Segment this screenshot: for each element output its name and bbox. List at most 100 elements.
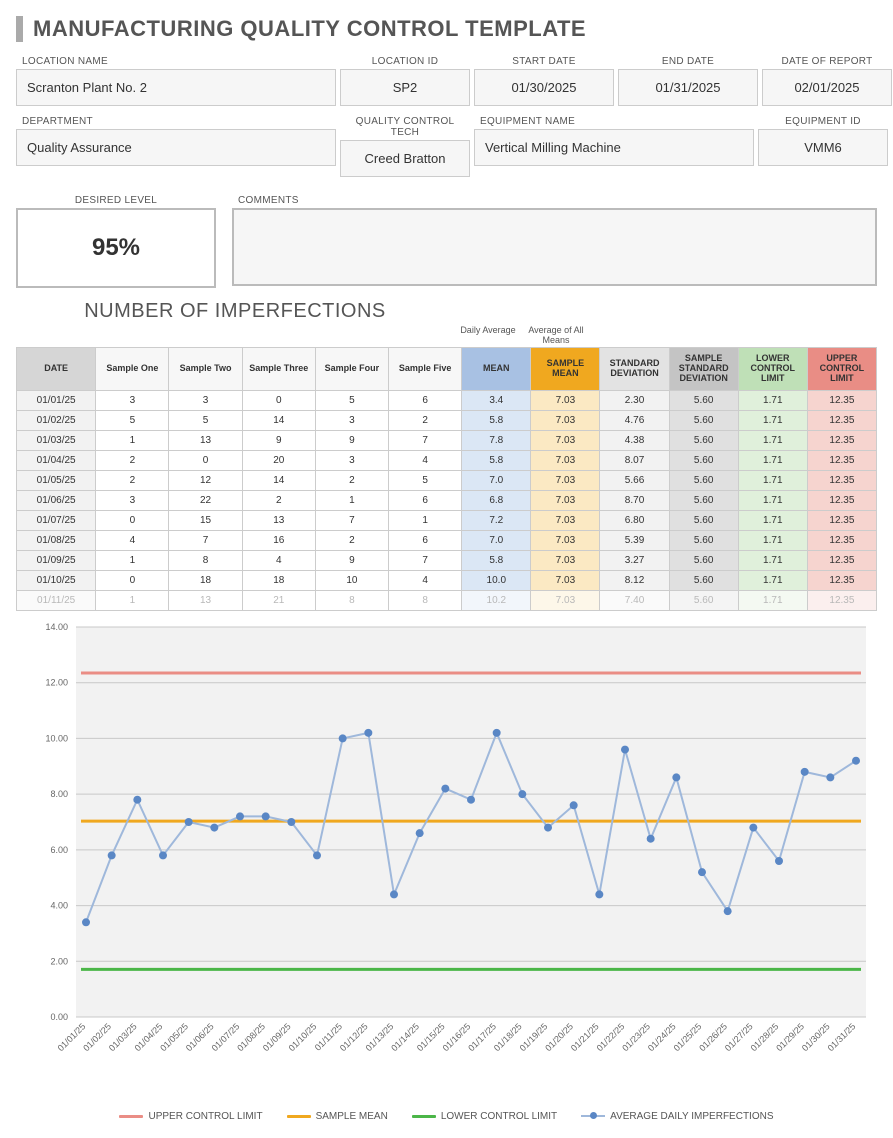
- table-row: 01/01/25330563.47.032.305.601.7112.35: [17, 390, 877, 410]
- col-header: SAMPLE STANDARD DEVIATION: [669, 348, 738, 391]
- cell: 12.35: [807, 450, 876, 470]
- cell: 5.60: [669, 550, 738, 570]
- svg-text:0.00: 0.00: [50, 1012, 68, 1022]
- col-header: LOWER CONTROL LIMIT: [738, 348, 807, 391]
- cell: 7: [315, 510, 388, 530]
- col-header: MEAN: [462, 348, 531, 391]
- field: EQUIPMENT IDVMM6: [758, 112, 888, 177]
- legend-swatch: [412, 1115, 436, 1118]
- cell: 01/08/25: [17, 530, 96, 550]
- chart-legend: UPPER CONTROL LIMITSAMPLE MEANLOWER CONT…: [16, 1111, 877, 1122]
- cell: 1: [389, 510, 462, 530]
- desired-level-value: 95%: [16, 208, 216, 288]
- legend-swatch: [581, 1115, 605, 1117]
- cell: 5.60: [669, 490, 738, 510]
- legend-item: LOWER CONTROL LIMIT: [412, 1111, 557, 1122]
- cell: 10.2: [462, 590, 531, 610]
- fields-row-2: DEPARTMENTQuality AssuranceQUALITY CONTR…: [16, 112, 877, 177]
- cell: 9: [315, 550, 388, 570]
- field-label: DEPARTMENT: [16, 112, 336, 129]
- field-value[interactable]: SP2: [340, 69, 470, 106]
- table-row: 01/07/2501513717.27.036.805.601.7112.35: [17, 510, 877, 530]
- comments-box[interactable]: [232, 208, 877, 286]
- cell: 01/10/25: [17, 570, 96, 590]
- field-label: EQUIPMENT ID: [758, 112, 888, 129]
- cell: 9: [315, 430, 388, 450]
- cell: 7.03: [531, 430, 600, 450]
- legend-label: AVERAGE DAILY IMPERFECTIONS: [610, 1111, 773, 1122]
- cell: 3: [315, 450, 388, 470]
- legend-label: UPPER CONTROL LIMIT: [148, 1111, 262, 1122]
- table-row: 01/04/252020345.87.038.075.601.7112.35: [17, 450, 877, 470]
- cell: 5: [389, 470, 462, 490]
- field-value[interactable]: Creed Bratton: [340, 140, 470, 177]
- col-header: Sample Five: [389, 348, 462, 391]
- field: START DATE01/30/2025: [474, 52, 614, 106]
- cell: 7.8: [462, 430, 531, 450]
- cell: 7.03: [531, 390, 600, 410]
- cell: 12.35: [807, 530, 876, 550]
- cell: 5.60: [669, 450, 738, 470]
- cell: 5.8: [462, 550, 531, 570]
- col-header: Sample Four: [315, 348, 388, 391]
- svg-text:01/31/25: 01/31/25: [826, 1021, 858, 1053]
- field-value[interactable]: Scranton Plant No. 2: [16, 69, 336, 106]
- cell: 9: [242, 430, 315, 450]
- table-subhead: [590, 325, 658, 347]
- cell: 4: [96, 530, 169, 550]
- field-value[interactable]: VMM6: [758, 129, 888, 166]
- cell: 6.8: [462, 490, 531, 510]
- cell: 1.71: [738, 490, 807, 510]
- field-value[interactable]: 02/01/2025: [762, 69, 892, 106]
- table-title: NUMBER OF IMPERFECTIONS: [16, 300, 454, 323]
- table-row: 01/03/251139977.87.034.385.601.7112.35: [17, 430, 877, 450]
- legend-item: AVERAGE DAILY IMPERFECTIONS: [581, 1111, 773, 1122]
- cell: 3: [169, 390, 242, 410]
- cell: 7: [389, 550, 462, 570]
- legend-swatch: [287, 1115, 311, 1118]
- page-title: MANUFACTURING QUALITY CONTROL TEMPLATE: [16, 16, 877, 42]
- cell: 6: [389, 530, 462, 550]
- cell: 5.66: [600, 470, 669, 490]
- field-value[interactable]: Vertical Milling Machine: [474, 129, 754, 166]
- cell: 14: [242, 410, 315, 430]
- cell: 7.03: [531, 570, 600, 590]
- field: QUALITY CONTROL TECHCreed Bratton: [340, 112, 470, 177]
- comments-label: COMMENTS: [232, 191, 877, 208]
- field-value[interactable]: 01/30/2025: [474, 69, 614, 106]
- cell: 2: [96, 450, 169, 470]
- cell: 4: [389, 450, 462, 470]
- field-label: START DATE: [474, 52, 614, 69]
- cell: 1.71: [738, 590, 807, 610]
- cell: 5.60: [669, 430, 738, 450]
- cell: 7.03: [531, 410, 600, 430]
- cell: 1: [315, 490, 388, 510]
- cell: 5: [96, 410, 169, 430]
- cell: 1.71: [738, 470, 807, 490]
- desired-level-label: DESIRED LEVEL: [16, 191, 216, 208]
- table-row: 01/09/25184975.87.033.275.601.7112.35: [17, 550, 877, 570]
- cell: 12.35: [807, 590, 876, 610]
- cell: 12.35: [807, 430, 876, 450]
- table-row: 01/02/255514325.87.034.765.601.7112.35: [17, 410, 877, 430]
- col-header: STANDARD DEVIATION: [600, 348, 669, 391]
- cell: 1: [96, 590, 169, 610]
- cell: 15: [169, 510, 242, 530]
- cell: 8.07: [600, 450, 669, 470]
- cell: 21: [242, 590, 315, 610]
- field-value[interactable]: Quality Assurance: [16, 129, 336, 166]
- control-chart: 0.002.004.006.008.0010.0012.0014.0001/01…: [16, 617, 876, 1107]
- cell: 5.8: [462, 410, 531, 430]
- cell: 7.0: [462, 470, 531, 490]
- cell: 3.4: [462, 390, 531, 410]
- cell: 7.03: [531, 450, 600, 470]
- field: DATE OF REPORT02/01/2025: [762, 52, 892, 106]
- svg-text:4.00: 4.00: [50, 900, 68, 910]
- cell: 5: [169, 410, 242, 430]
- col-header: UPPER CONTROL LIMIT: [807, 348, 876, 391]
- cell: 7.0: [462, 530, 531, 550]
- cell: 5.8: [462, 450, 531, 470]
- field-value[interactable]: 01/31/2025: [618, 69, 758, 106]
- field-label: LOCATION ID: [340, 52, 470, 69]
- field: END DATE01/31/2025: [618, 52, 758, 106]
